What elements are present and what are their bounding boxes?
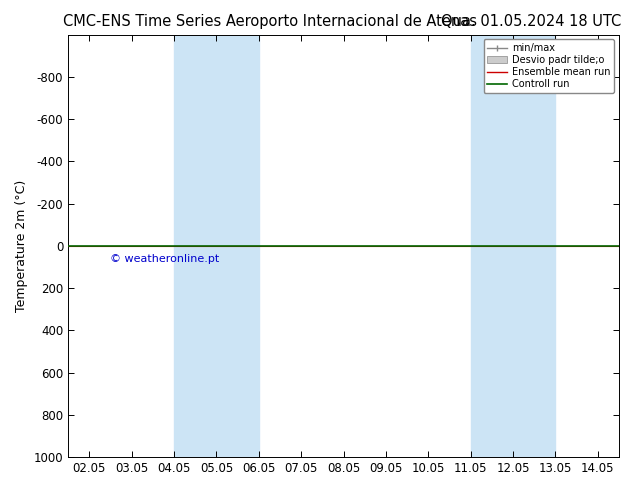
Y-axis label: Temperature 2m (°C): Temperature 2m (°C) — [15, 180, 28, 312]
Text: Qua. 01.05.2024 18 UTC: Qua. 01.05.2024 18 UTC — [441, 14, 621, 29]
Text: © weatheronline.pt: © weatheronline.pt — [110, 254, 219, 264]
Text: CMC-ENS Time Series Aeroporto Internacional de Atenas: CMC-ENS Time Series Aeroporto Internacio… — [63, 14, 477, 29]
Bar — [174, 35, 259, 457]
Bar — [470, 35, 555, 457]
Legend: min/max, Desvio padr tilde;o, Ensemble mean run, Controll run: min/max, Desvio padr tilde;o, Ensemble m… — [484, 40, 614, 93]
